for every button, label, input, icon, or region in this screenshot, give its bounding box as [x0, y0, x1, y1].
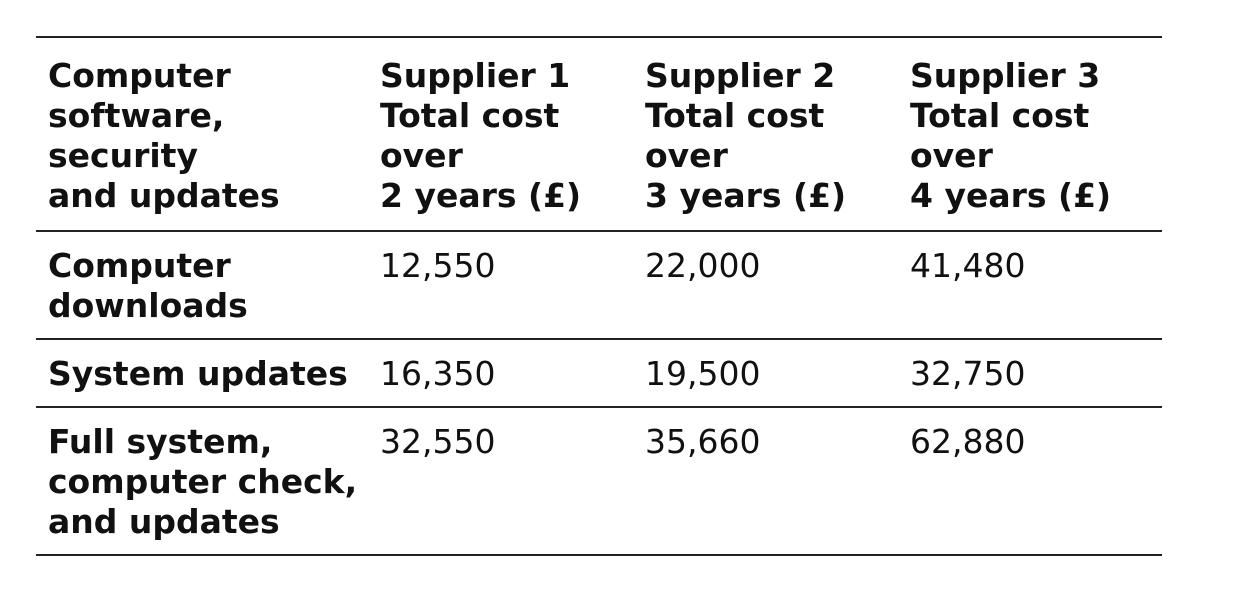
cell-value: 35,660	[645, 422, 761, 461]
table-row: Computer downloads 12,550 22,000 41,480	[36, 231, 1162, 339]
cell-value: 19,500	[645, 354, 761, 393]
row-label-text: System updates	[48, 354, 348, 393]
row-label-text: Computer downloads	[48, 246, 248, 325]
cell-value: 41,480	[910, 246, 1026, 285]
cell-value: 62,880	[910, 422, 1026, 461]
header-supplier-2-label: Supplier 2 Total cost over 3 years (£)	[645, 56, 847, 215]
row-label: System updates	[36, 339, 366, 407]
cell-value: 12,550	[380, 246, 496, 285]
row-label: Computer downloads	[36, 231, 366, 339]
cell-value: 32,750	[910, 354, 1026, 393]
header-category: Computer software, security and updates	[36, 37, 366, 231]
cost-table-container: Computer software, security and updates …	[36, 36, 1162, 556]
supplier-cost-table: Computer software, security and updates …	[36, 36, 1162, 556]
table-row: System updates 16,350 19,500 32,750	[36, 339, 1162, 407]
row-label: Full system, computer check, and updates	[36, 407, 366, 555]
cell-value: 32,550	[380, 422, 496, 461]
header-supplier-3: Supplier 3 Total cost over 4 years (£)	[896, 37, 1162, 231]
header-supplier-1: Supplier 1 Total cost over 2 years (£)	[366, 37, 631, 231]
table-header-row: Computer software, security and updates …	[36, 37, 1162, 231]
header-supplier-2: Supplier 2 Total cost over 3 years (£)	[631, 37, 896, 231]
row-label-text: Full system, computer check, and updates	[48, 422, 358, 541]
cell-value: 22,000	[645, 246, 761, 285]
header-supplier-3-label: Supplier 3 Total cost over 4 years (£)	[910, 56, 1112, 215]
table-row: Full system, computer check, and updates…	[36, 407, 1162, 555]
cell-value: 16,350	[380, 354, 496, 393]
header-category-label: Computer software, security and updates	[48, 56, 280, 215]
header-supplier-1-label: Supplier 1 Total cost over 2 years (£)	[380, 56, 582, 215]
